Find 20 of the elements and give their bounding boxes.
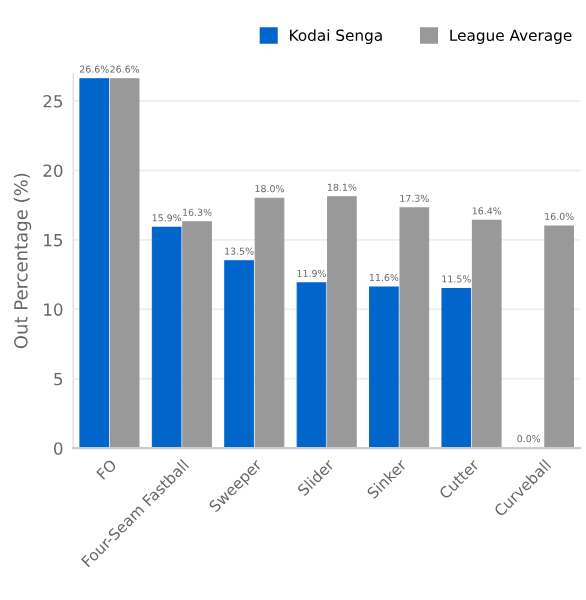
y-tick-label: 5	[54, 372, 63, 386]
bar	[224, 260, 254, 449]
bar	[79, 78, 110, 449]
bar	[109, 78, 140, 449]
y-tick-label: 0	[54, 442, 63, 455]
bar	[399, 207, 430, 449]
bar	[254, 197, 285, 449]
bar	[544, 225, 574, 449]
y-tick-label: 20	[43, 164, 63, 177]
bar	[471, 219, 502, 449]
y-tick-label: 10	[44, 303, 63, 316]
y-axis-title: Out Percentage (%)	[13, 173, 32, 349]
y-tick-label: 15	[44, 234, 63, 247]
bar	[369, 286, 399, 449]
bar	[151, 226, 182, 449]
y-tick-label: 25	[43, 94, 63, 108]
bar	[182, 221, 212, 449]
bar	[327, 196, 357, 449]
bar	[441, 287, 472, 449]
bar	[296, 282, 327, 449]
